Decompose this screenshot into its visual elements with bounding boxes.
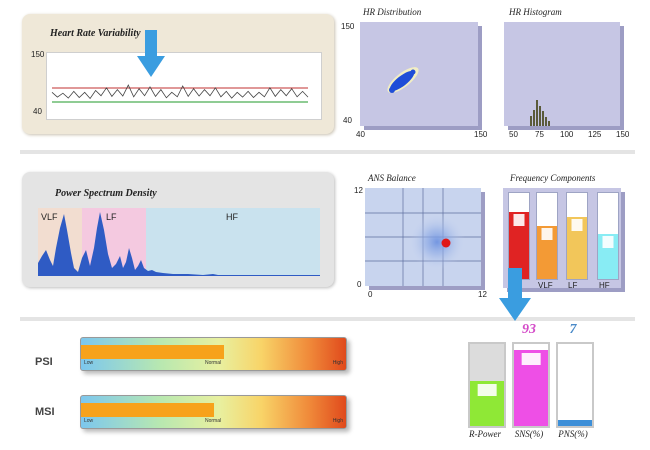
psi-high-label: High [332, 360, 343, 366]
msi-normal-label: Normal [205, 418, 222, 424]
section-divider-1 [20, 150, 635, 154]
msi-gauge: Low Normal High [80, 395, 347, 429]
frequency-components-title: Frequency Components [510, 173, 596, 183]
psi-low-label: Low [84, 360, 94, 366]
ans-balance-marker [441, 238, 451, 248]
section-divider-2 [20, 317, 635, 321]
frequency-bar-label: HF [599, 281, 610, 290]
msi-label: MSI [35, 406, 55, 418]
msi-low-label: Low [84, 418, 94, 424]
frequency-bar-lf [566, 192, 588, 280]
hr-histogram-tick-100: 100 [560, 130, 574, 139]
frequency-bar-fill [567, 217, 587, 279]
arrow-down-icon [137, 30, 165, 77]
hrv-wave [51, 84, 309, 100]
pns-value: 7 [569, 322, 577, 337]
r-power-label: R-Power [469, 429, 501, 439]
frequency-bar-label: VLF [538, 281, 553, 290]
r-power-bar-highlight [477, 383, 497, 396]
hrv-chart-area [46, 52, 322, 120]
ans-balance-y-min: 0 [357, 280, 362, 289]
ans-balance-title: ANS Balance [368, 173, 416, 183]
r-power-bar [468, 342, 506, 428]
frequency-bar-total [508, 192, 530, 280]
arrow-down-icon [499, 268, 531, 321]
msi-gauge-fill [81, 403, 214, 417]
hr-histogram-bars [530, 100, 550, 126]
psi-label: PSI [35, 356, 53, 368]
hr-histogram-plot [504, 22, 620, 126]
hr-distribution-x-max: 150 [474, 130, 488, 139]
hrv-line-chart [51, 84, 309, 103]
hrv-y-max: 150 [31, 50, 45, 59]
hrv-title: Heart Rate Variability [50, 28, 141, 39]
hrv-y-min: 40 [33, 107, 42, 116]
hr-histogram-tick-125: 125 [588, 130, 602, 139]
hr-distribution-x-min: 40 [356, 130, 365, 139]
hr-distribution-plot [360, 22, 478, 126]
ans-balance-x-min: 0 [368, 290, 373, 299]
hr-histogram-title: HR Histogram [509, 7, 562, 17]
frequency-bar-hf [597, 192, 619, 280]
msi-high-label: High [332, 418, 343, 424]
sns-bar [512, 342, 550, 428]
hr-histogram-tick-75: 75 [535, 130, 544, 139]
ans-balance-grid [365, 188, 481, 286]
frequency-bar-highlight [602, 236, 614, 249]
pns-label: PNS(%) [558, 429, 588, 439]
psd-band-label-hf: HF [226, 212, 238, 222]
pns-bar [556, 342, 594, 428]
hr-distribution-scatter [387, 67, 419, 93]
pns-bar-fill [558, 420, 592, 426]
sns-label: SNS(%) [514, 429, 544, 439]
ans-balance-y-max: 12 [354, 186, 363, 195]
psi-normal-label: Normal [205, 360, 222, 366]
frequency-bar-label: LF [568, 281, 578, 290]
frequency-bar-fill [509, 211, 529, 279]
psi-gauge: Low Normal High [80, 337, 347, 371]
frequency-bar-vlf [536, 192, 558, 280]
ans-balance-x-max: 12 [478, 290, 487, 299]
frequency-bar-highlight [513, 213, 525, 226]
frequency-bar-highlight [571, 219, 583, 232]
psd-spectrum [38, 212, 320, 276]
sns-value: 93 [522, 322, 536, 337]
psd-band-label-lf: LF [106, 212, 117, 222]
hr-distribution-title: HR Distribution [363, 7, 422, 17]
hr-histogram-tick-150: 150 [616, 130, 630, 139]
frequency-bar-highlight [541, 227, 553, 240]
hr-distribution-y-min: 40 [343, 116, 352, 125]
hr-distribution-y-max: 150 [341, 22, 355, 31]
sns-bar-highlight [521, 352, 541, 365]
hr-histogram-tick-50: 50 [509, 130, 518, 139]
psd-title: Power Spectrum Density [55, 188, 157, 199]
psd-band-hf [146, 208, 320, 276]
psd-band-label-vlf: VLF [41, 212, 58, 222]
psi-gauge-fill [81, 345, 225, 359]
